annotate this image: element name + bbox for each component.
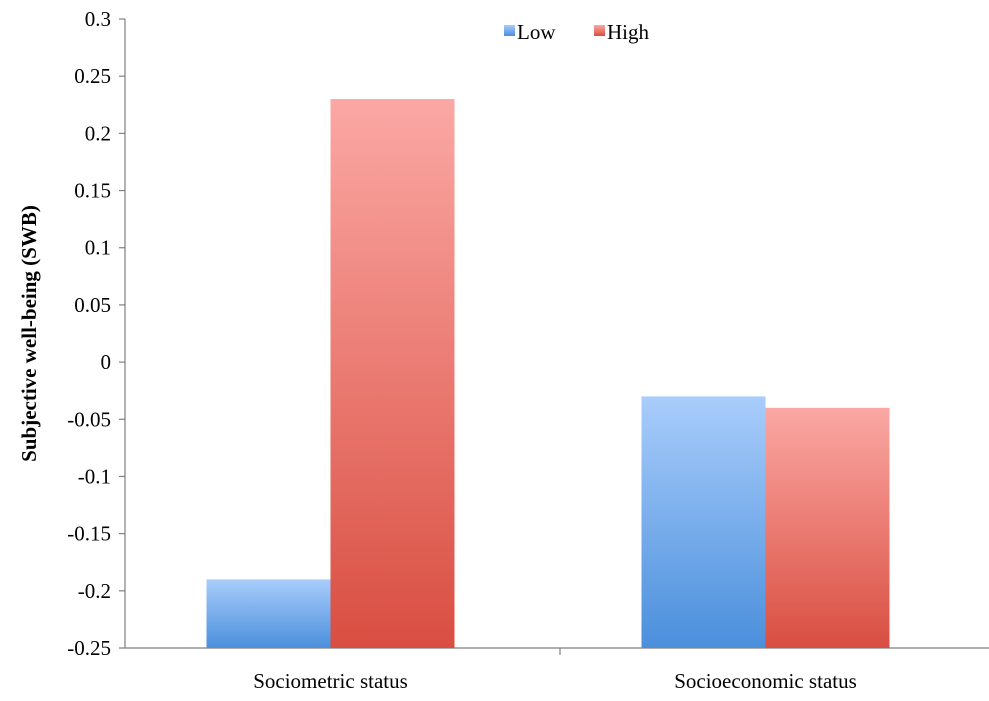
x-category-label: Sociometric status xyxy=(253,669,408,693)
legend-label-low: Low xyxy=(517,20,556,44)
bars xyxy=(206,99,890,648)
y-tick-label: 0.1 xyxy=(85,236,111,260)
bar-high-socioeconomic xyxy=(765,407,890,648)
y-tick-label: 0.2 xyxy=(85,121,111,145)
bar-high-sociometric xyxy=(330,99,455,648)
axes: 0.3 0.25 0.2 0.15 0.1 0.05 0 -0.05 -0.1 -0.15 -0.2… xyxy=(67,7,989,660)
axis-labels: Sociometric status Socioeconomic status Su… xyxy=(17,205,857,693)
legend-label-high: High xyxy=(607,20,650,44)
y-tick-label: -0.05 xyxy=(67,407,111,431)
y-axis-title: Subjective well-being (SWB) xyxy=(17,205,41,462)
bar-low-socioeconomic xyxy=(641,396,766,648)
y-tick-label: -0.25 xyxy=(67,636,111,660)
y-tick-label: 0.25 xyxy=(74,64,111,88)
legend: Low High xyxy=(504,20,650,44)
y-tick-label: 0.05 xyxy=(74,293,111,317)
y-tick-label: -0.2 xyxy=(78,579,111,603)
y-tick-label: -0.15 xyxy=(67,522,111,546)
y-tick-label: 0.3 xyxy=(85,7,111,31)
x-category-label: Socioeconomic status xyxy=(674,669,857,693)
y-tick-label: -0.1 xyxy=(78,464,111,488)
legend-swatch-low xyxy=(504,25,515,36)
legend-swatch-high xyxy=(594,25,605,36)
y-tick-label: 0.15 xyxy=(74,179,111,203)
bar-low-sociometric xyxy=(206,579,331,648)
y-tick-label: 0 xyxy=(101,350,112,374)
